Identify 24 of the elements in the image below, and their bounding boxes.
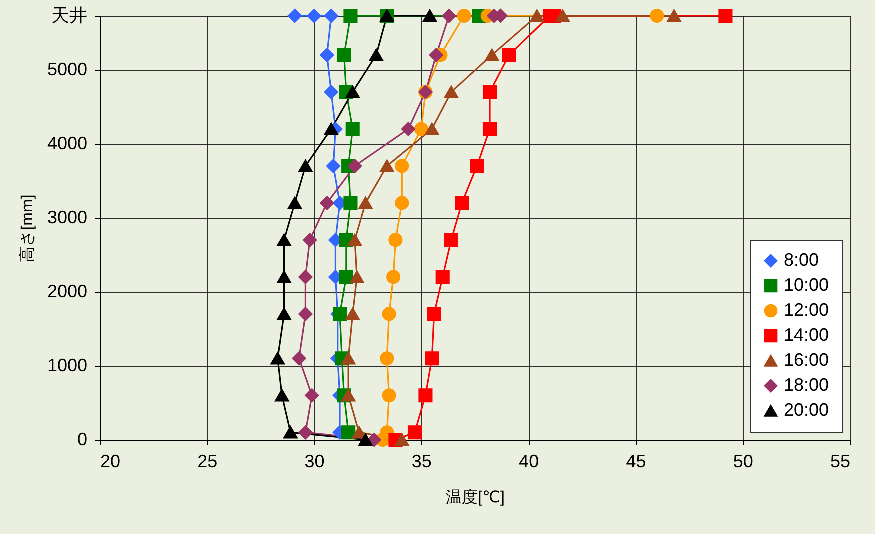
x-tick-label: 40 [519, 452, 540, 472]
y-tick-label: 3000 [47, 208, 88, 228]
x-tick-label: 55 [830, 452, 850, 472]
y-tick-label: 0 [77, 430, 88, 450]
x-tick-label: 35 [412, 452, 432, 472]
x-tick-label: 25 [198, 452, 218, 472]
y-tick-label: 5000 [47, 60, 88, 80]
legend-label: 16:00 [784, 350, 830, 370]
x-tick-label: 50 [733, 452, 754, 472]
y-tick-label: 天井 [52, 6, 88, 26]
x-axis-title: 温度[℃] [446, 488, 505, 506]
y-axis-title: 高さ[mm] [18, 194, 36, 262]
legend-label: 8:00 [784, 250, 820, 270]
y-tick-label: 2000 [47, 282, 88, 302]
y-tick-label: 4000 [47, 134, 88, 154]
legend-label: 12:00 [784, 300, 830, 320]
x-tick-label: 30 [304, 452, 325, 472]
legend-label: 20:00 [784, 400, 830, 420]
legend-label: 10:00 [784, 275, 830, 295]
legend-label: 14:00 [784, 325, 830, 345]
x-tick-label: 45 [626, 452, 646, 472]
x-tick-label: 20 [100, 452, 121, 472]
y-tick-label: 1000 [47, 356, 88, 376]
legend-label: 18:00 [784, 375, 830, 395]
